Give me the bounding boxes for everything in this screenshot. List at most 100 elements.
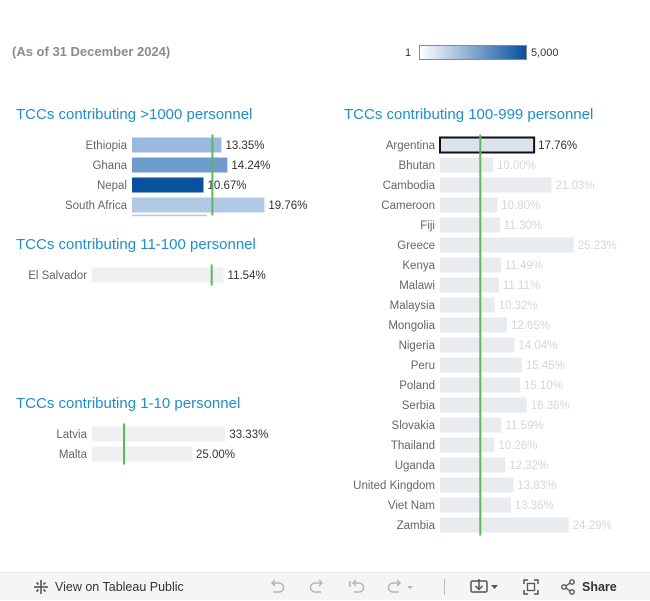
category-label-zambia: Zambia: [397, 520, 436, 532]
value-label-zambia: 24.29%: [573, 520, 612, 532]
undo-icon: [268, 579, 286, 595]
legend-gradient: [419, 45, 527, 60]
value-label-greece: 25.23%: [578, 240, 617, 252]
bar-malawi: [440, 277, 499, 293]
value-label-mongolia: 12.65%: [511, 320, 550, 332]
category-label-mongolia: Mongolia: [388, 320, 435, 332]
undo-button[interactable]: [268, 573, 286, 601]
revert-button[interactable]: [348, 573, 366, 601]
bar-latvia: [92, 426, 226, 442]
category-label-greece: Greece: [397, 240, 435, 252]
value-label-thailand: 10.26%: [498, 440, 537, 452]
title-11-100: TCCs contributing 11-100 personnel: [16, 236, 256, 253]
redo-button[interactable]: [308, 573, 326, 601]
category-label-fiji: Fiji: [420, 220, 435, 232]
bar-cambodia: [440, 177, 552, 193]
bar-mongolia: [440, 317, 508, 333]
value-label-malta: 25.00%: [196, 449, 235, 461]
legend-min-label: 1: [405, 47, 412, 59]
tableau-icon: [33, 579, 49, 595]
bar-ethiopia: [132, 137, 222, 153]
category-label-nepal: Nepal: [97, 180, 127, 192]
category-label-cameroon: Cameroon: [381, 200, 435, 212]
value-label-ethiopia: 13.35%: [225, 140, 264, 152]
view-on-tableau-link[interactable]: View on Tableau Public: [33, 573, 184, 601]
title-over-1000: TCCs contributing >1000 personnel: [16, 106, 253, 123]
value-label-el-salvador: 11.54%: [228, 270, 266, 282]
value-label-poland: 15.10%: [524, 380, 563, 392]
bar-thailand: [440, 437, 495, 453]
category-label-malawi: Malawi: [399, 280, 435, 292]
toolbar-divider: [444, 579, 445, 595]
value-label-united-kingdom: 13.83%: [517, 480, 556, 492]
value-label-cambodia: 21.03%: [555, 180, 594, 192]
bar-united-kingdom: [440, 477, 514, 493]
bar-zambia: [440, 517, 569, 533]
charts-canvas: Ethiopia 13.35% Ghana 14.24% Nepal 10.67% Sout…: [28, 134, 617, 536]
value-label-uganda: 12.32%: [509, 460, 548, 472]
bar-nepal: [132, 177, 204, 193]
bar-greece: [440, 237, 574, 253]
fullscreen-icon: [522, 578, 540, 596]
bar-malaysia: [440, 297, 495, 313]
category-label-argentina: Argentina: [386, 140, 436, 152]
redo-icon: [308, 579, 326, 595]
value-label-slovakia: 11.59%: [505, 420, 543, 432]
revert-icon: [348, 579, 366, 595]
bar-nigeria: [440, 337, 515, 353]
value-label-argentina: 17.76%: [538, 140, 577, 152]
category-label-malta: Malta: [59, 449, 88, 461]
category-label-cambodia: Cambodia: [383, 180, 436, 192]
category-label-kenya: Kenya: [402, 260, 435, 272]
download-icon: [470, 578, 500, 596]
category-label-ethiopia: Ethiopia: [85, 140, 127, 152]
download-button[interactable]: [470, 573, 500, 601]
title-100-999: TCCs contributing 100-999 personnel: [344, 106, 594, 123]
value-label-nigeria: 14.04%: [518, 340, 557, 352]
bar-kenya: [440, 257, 501, 273]
value-label-bhutan: 10.00%: [497, 160, 536, 172]
value-label-viet-nam: 13.36%: [515, 500, 554, 512]
bar-ghana: [132, 157, 228, 173]
share-label: Share: [582, 580, 617, 594]
category-label-nigeria: Nigeria: [399, 340, 436, 352]
category-label-uganda: Uganda: [395, 460, 436, 472]
bar-serbia: [440, 397, 527, 413]
category-label-peru: Peru: [411, 360, 435, 372]
bar-el-salvador: [92, 267, 224, 283]
value-label-south-africa: 19.76%: [268, 200, 307, 212]
value-label-malawi: 11.11%: [503, 280, 540, 292]
bar-uganda: [440, 457, 506, 473]
view-on-tableau-label: View on Tableau Public: [55, 580, 184, 594]
bar-south-africa: [132, 197, 265, 213]
subtitle: (As of 31 December 2024): [12, 44, 171, 59]
bar-fiji: [440, 217, 500, 233]
category-label-bhutan: Bhutan: [399, 160, 435, 172]
bar-bhutan: [440, 157, 493, 173]
category-label-el-salvador: El Salvador: [28, 270, 87, 282]
value-label-serbia: 16.36%: [531, 400, 570, 412]
value-label-fiji: 11.30%: [504, 220, 542, 232]
fullscreen-button[interactable]: [522, 573, 540, 601]
bar-viet-nam: [440, 497, 511, 513]
bar-slovakia: [440, 417, 502, 433]
category-label-serbia: Serbia: [402, 400, 436, 412]
bar-cameroon: [440, 197, 498, 213]
value-label-cameroon: 10.80%: [501, 200, 540, 212]
bar-argentina: [439, 136, 536, 154]
share-button[interactable]: Share: [560, 573, 617, 601]
category-label-united-kingdom: United Kingdom: [353, 480, 435, 492]
category-label-malaysia: Malaysia: [390, 300, 436, 312]
category-label-ghana: Ghana: [92, 160, 127, 172]
legend-max-label: 5,000: [531, 47, 559, 59]
category-label-latvia: Latvia: [56, 429, 87, 441]
color-legend: 1 5,000: [405, 44, 575, 64]
category-label-slovakia: Slovakia: [392, 420, 436, 432]
refresh-button[interactable]: [386, 573, 416, 601]
value-label-ghana: 14.24%: [231, 160, 270, 172]
title-1-10: TCCs contributing 1-10 personnel: [16, 395, 241, 412]
category-label-poland: Poland: [399, 380, 435, 392]
value-label-kenya: 11.49%: [505, 260, 543, 272]
share-icon: [560, 579, 576, 595]
bar-malta: [92, 446, 192, 462]
